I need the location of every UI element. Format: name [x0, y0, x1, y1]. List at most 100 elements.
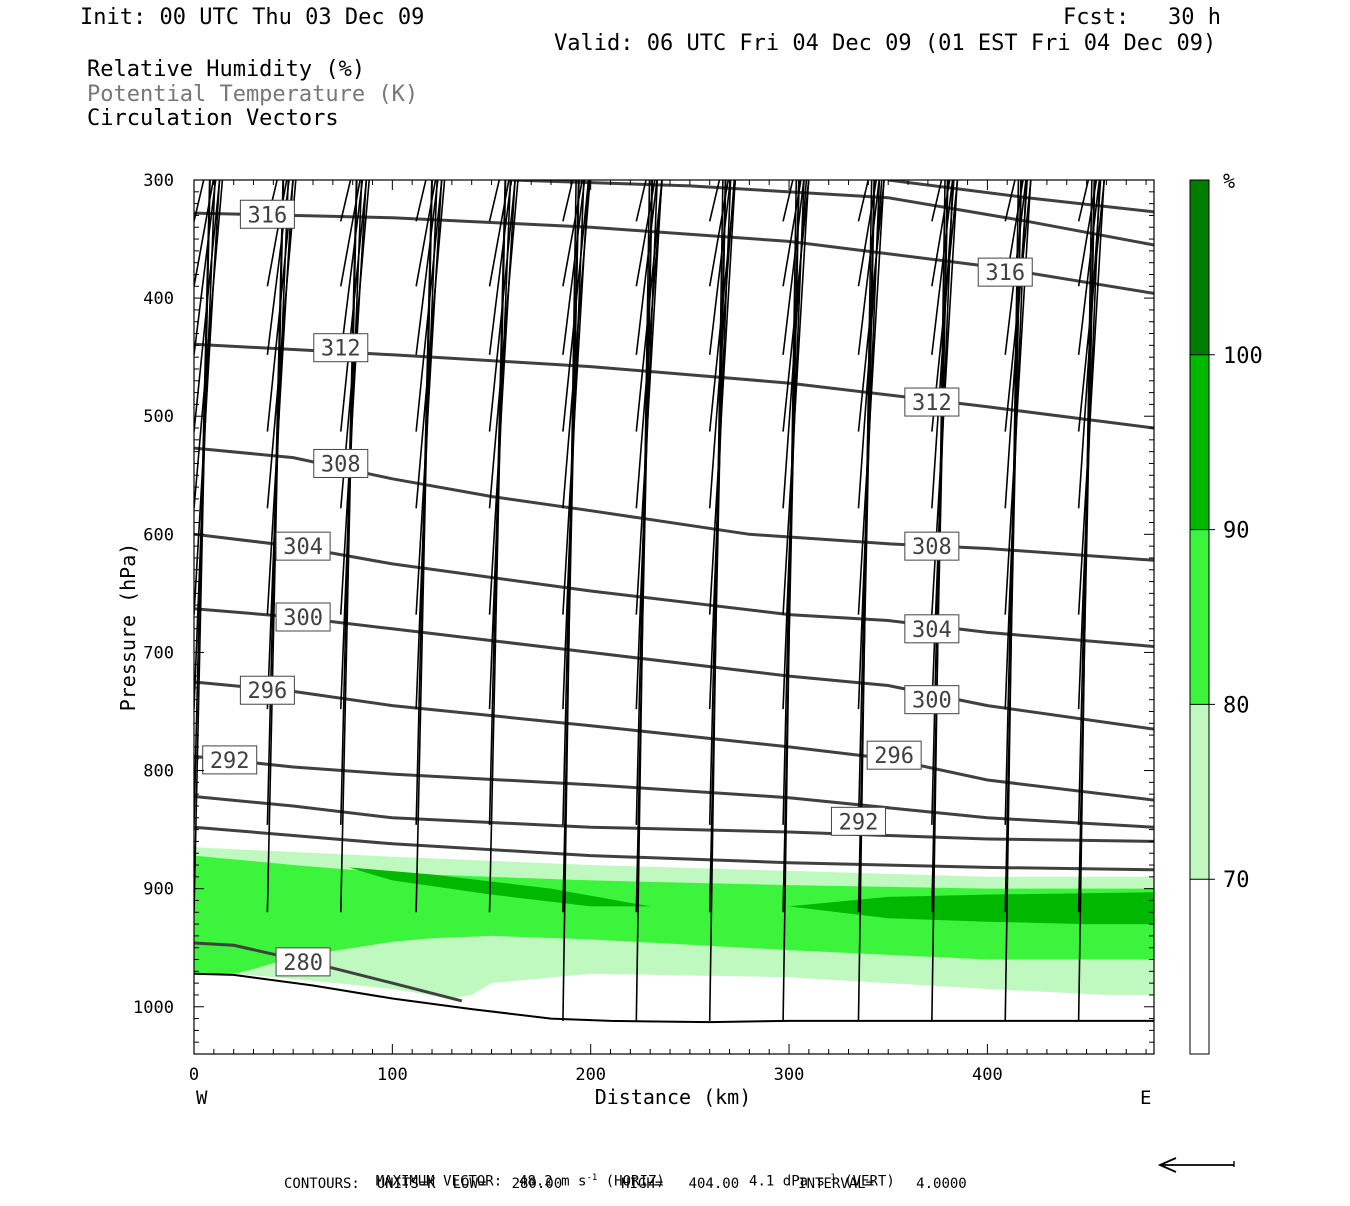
- contour-label-box: [313, 448, 369, 478]
- circulation-vector: [266, 180, 297, 509]
- circulation-vector: [415, 180, 439, 355]
- circulation-vector: [857, 180, 869, 222]
- circulation-vector: [488, 180, 513, 355]
- reference-vector: [1157, 1157, 1235, 1173]
- vector-shaft: [1004, 180, 1029, 509]
- circulation-vector: [488, 180, 507, 913]
- vector-shaft: [931, 180, 943, 222]
- vector-shaft: [266, 180, 285, 913]
- circulation-vector: [1077, 180, 1090, 222]
- vector-shaft: [1077, 180, 1102, 509]
- contour-label-box: [904, 387, 960, 417]
- circulation-vector: [562, 180, 590, 615]
- circulation-vector: [931, 180, 954, 355]
- circulation-vector: [635, 180, 654, 913]
- vector-shaft: [857, 180, 881, 710]
- vector-shaft: [562, 180, 586, 355]
- circulation-vector: [1004, 180, 1024, 287]
- colorbar-segment: [1190, 180, 1209, 355]
- theta-contour-label: 304: [275, 531, 331, 561]
- x-tick-label: 0: [189, 1065, 199, 1085]
- circulation-vector: [266, 180, 290, 355]
- contour-label-text: 300: [283, 606, 323, 631]
- vector-shaft: [1004, 180, 1032, 432]
- vector-shaft: [562, 180, 574, 222]
- circulation-vector: [415, 180, 446, 509]
- vector-shaft: [339, 180, 368, 615]
- circulation-vector: [1077, 180, 1101, 355]
- vector-shaft: [194, 180, 217, 355]
- x-end-label-east: E: [1140, 1087, 1151, 1109]
- circulation-vector: [415, 180, 434, 913]
- vector-shaft: [635, 180, 654, 913]
- vector-shaft: [708, 180, 721, 222]
- max-vector-horiz-value: 48.2 m s: [519, 1173, 587, 1190]
- vector-shaft: [562, 180, 584, 287]
- theta-contour-label: 316: [239, 199, 295, 229]
- vector-shaft: [857, 180, 873, 1021]
- vector-shaft: [782, 180, 805, 710]
- y-tick-label: 700: [143, 643, 174, 663]
- circulation-vector: [415, 180, 443, 615]
- vector-shaft: [782, 180, 798, 1021]
- colorbar-unit: %: [1223, 169, 1235, 193]
- circulation-vector: [635, 180, 647, 222]
- vector-shaft: [488, 180, 510, 287]
- circulation-vector: [931, 180, 959, 615]
- y-tick-label: 600: [143, 525, 174, 545]
- circulation-vector: [708, 180, 730, 287]
- contour-label-text: 312: [912, 391, 952, 416]
- circulation-vector: [194, 180, 215, 287]
- colorbar-segment: [1190, 879, 1209, 1054]
- vector-shaft: [635, 180, 663, 432]
- theta-contour-label: 312: [904, 387, 960, 417]
- circulation-vector: [1004, 180, 1029, 509]
- theta-contour-label: 308: [904, 531, 960, 561]
- vector-shaft: [857, 180, 878, 287]
- y-tick-label: 800: [143, 762, 174, 782]
- contour-label-text: 296: [874, 744, 914, 769]
- max-vector-label: MAXIMUM VECTOR:: [375, 1173, 503, 1190]
- circulation-vector: [194, 180, 217, 355]
- x-tick-label: 300: [774, 1065, 805, 1085]
- vector-shaft: [194, 180, 215, 287]
- vector-shaft: [415, 180, 433, 825]
- circulation-vector: [931, 180, 946, 1021]
- vector-shaft: [562, 180, 590, 615]
- vector-shaft: [708, 180, 724, 1021]
- theta-contour-284: [194, 825, 1154, 872]
- vector-shaft: [266, 180, 288, 287]
- circulation-vector: [857, 180, 885, 615]
- vector-shaft: [339, 180, 361, 287]
- colorbar-tick-label: 80: [1223, 693, 1250, 718]
- circulation-vector: [415, 180, 437, 287]
- circulation-vector: [857, 180, 881, 710]
- vector-shaft: [488, 180, 506, 825]
- circulation-vector: [1077, 180, 1098, 287]
- circulation-vector: [708, 180, 736, 615]
- vector-shaft: [1004, 180, 1032, 615]
- circulation-vector: [857, 180, 885, 432]
- theta-contour-label: 308: [313, 448, 369, 478]
- circulation-vector: [1077, 180, 1105, 615]
- circulation-vector: [562, 180, 584, 287]
- contour-label-box: [866, 740, 922, 770]
- circulation-vector: [194, 180, 224, 509]
- vector-shaft: [635, 180, 663, 615]
- contour-label-box: [275, 947, 331, 977]
- y-tick-label: 500: [143, 407, 174, 427]
- circulation-vector: [931, 180, 951, 287]
- circulation-vector: [782, 180, 810, 615]
- contour-label-text: 316: [248, 203, 288, 228]
- circulation-vector: [562, 180, 574, 222]
- vector-shaft: [415, 180, 438, 710]
- vector-shaft: [931, 180, 955, 509]
- circulation-vector: [488, 180, 501, 222]
- vector-shaft: [1077, 180, 1105, 615]
- circulation-vector: [488, 180, 516, 615]
- terrain-line: [194, 972, 1154, 1024]
- plot-area: 280 292 292 296 296 300 300 304 304 308 308 312 312 3…: [194, 180, 1154, 1024]
- vector-shaft: [1004, 180, 1027, 710]
- vector-shaft: [1004, 180, 1020, 1021]
- circulation-vector: [782, 180, 798, 1021]
